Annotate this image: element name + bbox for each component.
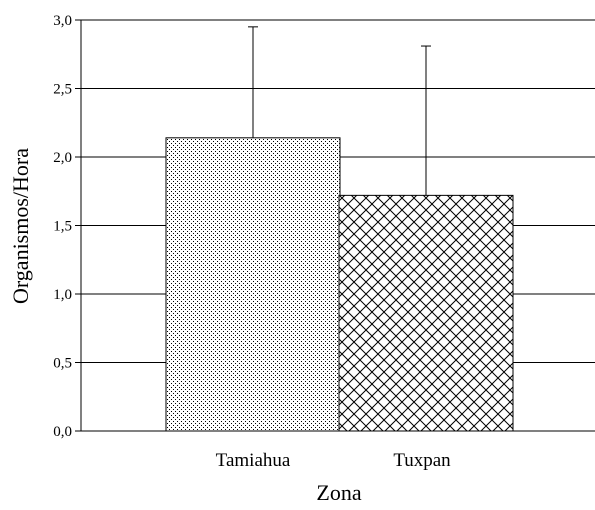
error-bars	[248, 26, 431, 196]
y-tick-label-5: 2,5	[53, 82, 72, 98]
y-tick-label-2: 1,0	[53, 287, 72, 303]
bars	[165, 137, 514, 432]
x-tick-label-tuxpan: Tuxpan	[393, 450, 451, 471]
bar-tamiahua	[165, 137, 341, 432]
y-tick-label-1: 0,5	[53, 356, 72, 372]
bar-tuxpan	[338, 194, 514, 432]
y-axis-title: Organismos/Hora	[8, 148, 33, 304]
axes	[75, 19, 595, 432]
y-tick-labels: 0,0 0,5 1,0 1,5 2,0 2,5 3,0	[53, 13, 72, 440]
x-axis-title: Zona	[316, 480, 361, 505]
y-tick-label-6: 3,0	[53, 13, 72, 29]
y-tick-label-3: 1,5	[53, 219, 72, 235]
y-tick-label-4: 2,0	[53, 150, 72, 166]
x-tick-label-tamiahua: Tamiahua	[216, 450, 291, 471]
x-tick-labels: Tamiahua Tuxpan	[216, 450, 452, 471]
y-tick-label-0: 0,0	[53, 424, 72, 440]
